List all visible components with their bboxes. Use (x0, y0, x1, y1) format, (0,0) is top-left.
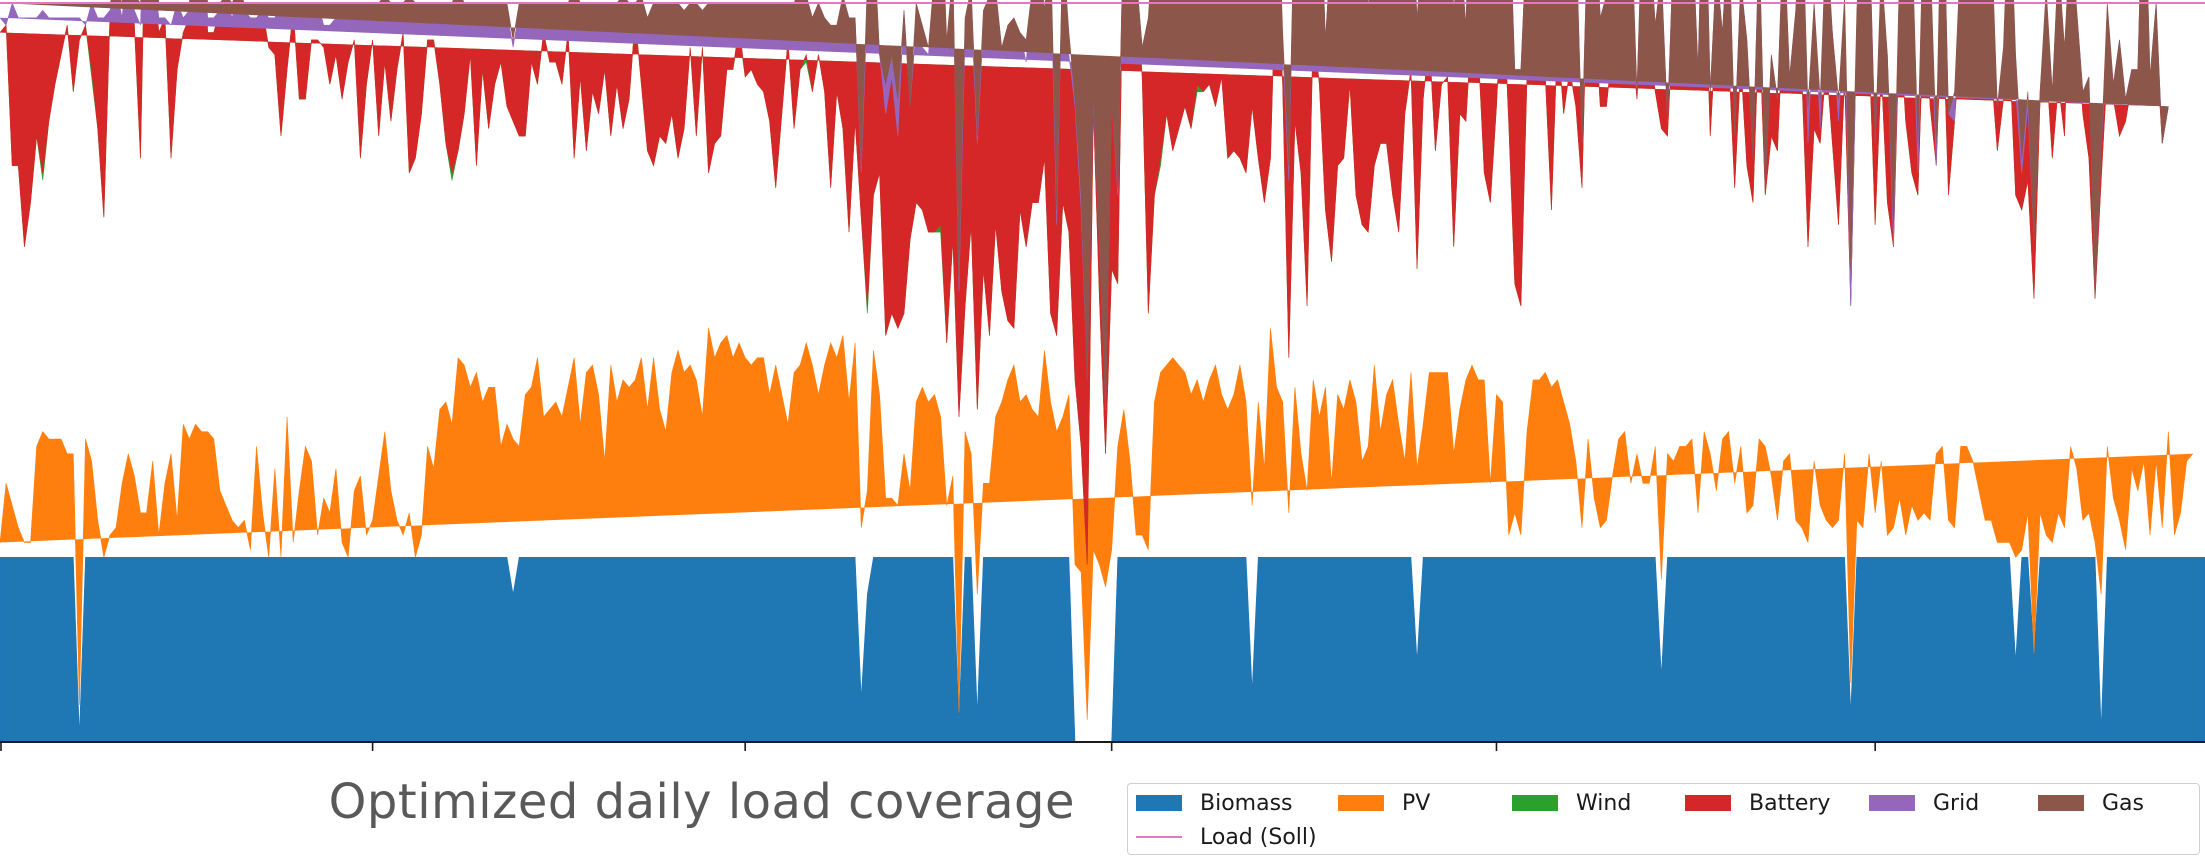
legend-swatch-load-soll (1136, 836, 1182, 838)
legend-item-biomass: Biomass (1136, 788, 1293, 818)
legend-item-pv: PV (1338, 788, 1430, 818)
legend-label: Wind (1576, 790, 1632, 816)
legend-swatch-grid (1869, 795, 1915, 811)
legend-label: Battery (1749, 790, 1831, 816)
legend-item-grid: Grid (1869, 788, 1979, 818)
chart-title: Optimized daily load coverage (328, 774, 1075, 830)
legend-swatch-battery (1685, 795, 1731, 811)
legend-item-load-soll: Load (Soll) (1136, 822, 1317, 852)
legend-swatch-biomass (1136, 795, 1182, 811)
legend-label: Biomass (1200, 790, 1293, 816)
legend-item-battery: Battery (1685, 788, 1830, 818)
area-series-biomass (0, 556, 2205, 743)
legend-swatch-pv (1338, 795, 1384, 811)
legend: Biomass PV Wind Battery Grid Gas Load (Soll) (1127, 783, 2200, 855)
legend-label: Grid (1933, 790, 1980, 816)
legend-item-gas: Gas (2038, 788, 2144, 818)
legend-item-wind: Wind (1512, 788, 1631, 818)
legend-swatch-wind (1512, 795, 1558, 811)
legend-label: PV (1402, 790, 1431, 816)
legend-label: Gas (2102, 790, 2144, 816)
area-series-pv (0, 328, 2194, 720)
legend-swatch-gas (2038, 795, 2084, 811)
legend-label: Load (Soll) (1200, 824, 1317, 850)
